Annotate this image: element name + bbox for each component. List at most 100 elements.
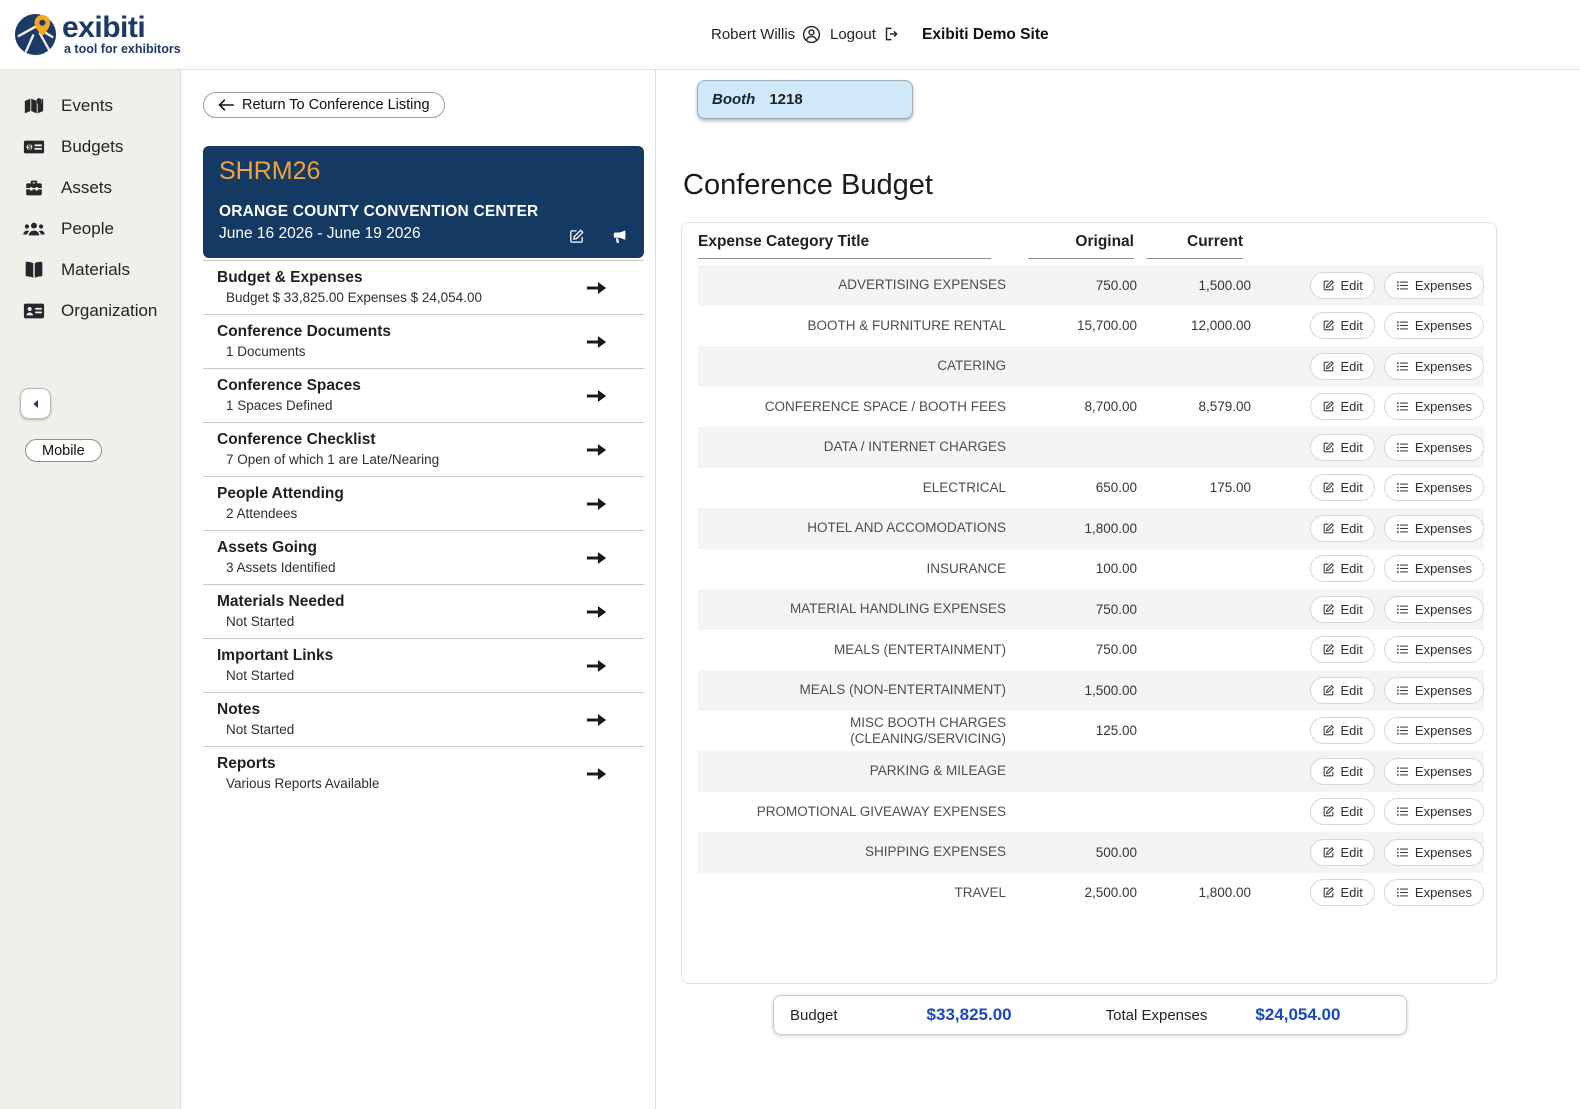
edit-button[interactable]: Edit: [1309, 636, 1375, 664]
go-to-section-arrow-icon[interactable]: [586, 712, 608, 727]
booth-number: 1218: [769, 91, 803, 108]
expenses-button[interactable]: Expenses: [1383, 352, 1484, 380]
edit-pencil-icon: [1323, 887, 1334, 898]
expenses-button[interactable]: Expenses: [1383, 514, 1484, 542]
brand-tagline: a tool for exhibitors: [64, 41, 181, 56]
go-to-section-arrow-icon[interactable]: [586, 388, 608, 403]
conference-section-row[interactable]: Conference Documents 1 Documents: [203, 315, 644, 369]
conference-card-actions: [568, 228, 628, 245]
conference-section-row[interactable]: Important Links Not Started: [203, 639, 644, 693]
edit-button[interactable]: Edit: [1309, 717, 1375, 745]
expenses-button[interactable]: Expenses: [1383, 312, 1484, 340]
expenses-button[interactable]: Expenses: [1383, 798, 1484, 826]
expenses-button[interactable]: Expenses: [1383, 555, 1484, 583]
expense-category-cell: PARKING & MILEAGE: [869, 763, 1006, 779]
edit-button-label: Edit: [1340, 561, 1363, 577]
edit-pencil-icon: [1323, 725, 1334, 736]
return-to-listing-button[interactable]: Return To Conference Listing: [203, 92, 445, 118]
expenses-button[interactable]: Expenses: [1383, 838, 1484, 866]
sidebar-item-assets[interactable]: Assets: [0, 176, 180, 200]
edit-button[interactable]: Edit: [1309, 312, 1375, 340]
expenses-button[interactable]: Expenses: [1383, 393, 1484, 421]
table-row: MEALS (NON-ENTERTAINMENT) 1,500.00 Edit: [698, 670, 1484, 711]
row-actions: Edit Expenses: [1251, 312, 1484, 340]
expense-category-cell: SHIPPING EXPENSES: [864, 844, 1006, 860]
budget-table-header: Expense Category Title Original Current: [698, 233, 1484, 259]
expenses-button[interactable]: Expenses: [1383, 433, 1484, 461]
conference-card: SHRM26 ORANGE COUNTY CONVENTION CENTER J…: [203, 146, 644, 258]
go-to-section-arrow-icon[interactable]: [586, 334, 608, 349]
table-row: DATA / INTERNET CHARGES Edit: [698, 427, 1484, 468]
conference-code: SHRM26: [219, 157, 321, 185]
sidebar-item-organization[interactable]: Organization: [0, 299, 180, 323]
go-to-section-arrow-icon[interactable]: [586, 658, 608, 673]
edit-button[interactable]: Edit: [1309, 798, 1375, 826]
expenses-button[interactable]: Expenses: [1383, 636, 1484, 664]
conference-section-row[interactable]: Budget & Expenses Budget $ 33,825.00 Exp…: [203, 261, 644, 315]
edit-button[interactable]: Edit: [1309, 433, 1375, 461]
conference-summary-panel: Return To Conference Listing SHRM26 ORAN…: [182, 70, 656, 1109]
go-to-section-arrow-icon[interactable]: [586, 280, 608, 295]
edit-button[interactable]: Edit: [1309, 595, 1375, 623]
edit-button-label: Edit: [1340, 520, 1363, 536]
edit-button-label: Edit: [1340, 844, 1363, 860]
expenses-list-icon: [1396, 605, 1408, 614]
expenses-button[interactable]: Expenses: [1383, 879, 1484, 907]
edit-button[interactable]: Edit: [1309, 352, 1375, 380]
conference-section-row[interactable]: People Attending 2 Attendees: [203, 477, 644, 531]
announcement-megaphone-icon[interactable]: [610, 228, 628, 245]
edit-button[interactable]: Edit: [1309, 676, 1375, 704]
current-amount-cell: 1,800.00: [1198, 885, 1251, 901]
expenses-button[interactable]: Expenses: [1383, 717, 1484, 745]
edit-button[interactable]: Edit: [1309, 757, 1375, 785]
conference-section-row[interactable]: Conference Checklist 7 Open of which 1 a…: [203, 423, 644, 477]
go-to-section-arrow-icon[interactable]: [586, 604, 608, 619]
expense-category-cell: ELECTRICAL: [922, 479, 1006, 495]
conference-section-row[interactable]: Notes Not Started: [203, 693, 644, 747]
conference-section-row[interactable]: Conference Spaces 1 Spaces Defined: [203, 369, 644, 423]
expenses-button[interactable]: Expenses: [1383, 474, 1484, 502]
original-amount-cell: 500.00: [1095, 844, 1137, 860]
user-menu[interactable]: Robert Willis: [711, 25, 821, 44]
go-to-section-arrow-icon[interactable]: [586, 442, 608, 457]
go-to-section-arrow-icon[interactable]: [586, 496, 608, 511]
edit-button-label: Edit: [1340, 642, 1363, 658]
conference-section-row[interactable]: Assets Going 3 Assets Identified: [203, 531, 644, 585]
edit-button-label: Edit: [1340, 601, 1363, 617]
section-subtitle: 1 Documents: [226, 344, 306, 359]
expenses-button-label: Expenses: [1414, 399, 1472, 415]
edit-conference-icon[interactable]: [568, 228, 585, 245]
edit-button[interactable]: Edit: [1309, 879, 1375, 907]
people-icon: [23, 222, 45, 236]
expenses-list-icon: [1396, 888, 1408, 897]
sidebar-item-events[interactable]: Events: [0, 94, 180, 118]
section-title: Materials Needed: [217, 593, 345, 610]
edit-button[interactable]: Edit: [1309, 271, 1375, 299]
logout-button[interactable]: Logout: [830, 25, 900, 43]
edit-button[interactable]: Edit: [1309, 514, 1375, 542]
sidebar-item-materials[interactable]: Materials: [0, 258, 180, 282]
go-to-section-arrow-icon[interactable]: [586, 550, 608, 565]
edit-button[interactable]: Edit: [1309, 555, 1375, 583]
edit-button[interactable]: Edit: [1309, 393, 1375, 421]
expenses-button-label: Expenses: [1414, 318, 1472, 334]
collapse-sidebar-button[interactable]: [20, 388, 51, 419]
go-to-section-arrow-icon[interactable]: [586, 766, 608, 781]
conference-section-row[interactable]: Reports Various Reports Available: [203, 747, 644, 800]
brand-logo[interactable]: exibiti a tool for exhibitors: [12, 11, 181, 58]
section-subtitle: Not Started: [226, 722, 295, 737]
conference-section-row[interactable]: Materials Needed Not Started: [203, 585, 644, 639]
expenses-button[interactable]: Expenses: [1383, 757, 1484, 785]
booth-badge[interactable]: Booth 1218: [697, 80, 913, 119]
expenses-button[interactable]: Expenses: [1383, 676, 1484, 704]
sidebar-item-budgets[interactable]: $ Budgets: [0, 135, 180, 159]
expenses-button[interactable]: Expenses: [1383, 271, 1484, 299]
expenses-button[interactable]: Expenses: [1383, 595, 1484, 623]
edit-button[interactable]: Edit: [1309, 838, 1375, 866]
mobile-button[interactable]: Mobile: [25, 439, 102, 462]
table-row: MEALS (ENTERTAINMENT) 750.00 Edit: [698, 630, 1484, 671]
conference-dates: June 16 2026 - June 19 2026: [219, 225, 421, 242]
mobile-button-label: Mobile: [42, 442, 85, 459]
sidebar-item-people[interactable]: People: [0, 217, 180, 241]
edit-button[interactable]: Edit: [1309, 474, 1375, 502]
